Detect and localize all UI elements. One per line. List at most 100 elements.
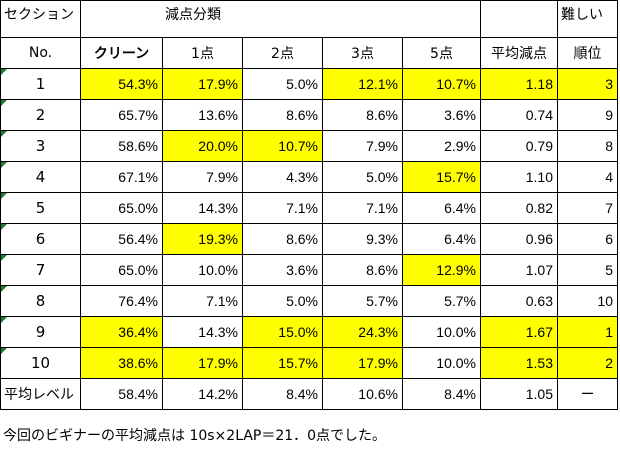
cell-p1: 20.0% — [162, 130, 243, 162]
cell-p3: 8.6% — [322, 99, 403, 131]
p2-header: 2点 — [242, 37, 323, 69]
header-blank-cell — [402, 0, 481, 38]
cell-clean: 65.7% — [80, 99, 163, 131]
cell-avg: 0.82 — [480, 192, 558, 224]
clean-header: クリーン — [80, 37, 163, 69]
footer-note: 今回のビギナーの平均減点は 10s×2LAP＝21．0点でした。 — [3, 428, 387, 444]
cell-avg: 1.10 — [480, 161, 558, 193]
group-header: 減点分類 — [162, 0, 323, 38]
cell-clean: 58.6% — [80, 130, 163, 162]
cell-comment-marker-icon — [1, 317, 7, 323]
table-row: 9 36.4% 14.3% 15.0% 24.3% 10.0% 1.67 1 — [0, 316, 618, 348]
cell-p3: 24.3% — [322, 316, 403, 348]
header-blank-cell — [480, 0, 558, 38]
cell-p3: 8.6% — [322, 254, 403, 286]
cell-rank: 8 — [557, 130, 618, 162]
cell-p5: 3.6% — [402, 99, 481, 131]
cell-clean: 65.0% — [80, 254, 163, 286]
no-header: No. — [0, 37, 81, 69]
row-number-label: 7 — [35, 261, 46, 279]
p1-header: 1点 — [162, 37, 243, 69]
row-number-label: 5 — [35, 199, 46, 217]
cell-p5: 10.0% — [402, 316, 481, 348]
cell-clean: 65.0% — [80, 192, 163, 224]
cell-p2: 3.6% — [242, 254, 323, 286]
row-number-label: 10 — [30, 354, 51, 372]
cell-p1: 14.3% — [162, 192, 243, 224]
cell-p1: 17.9% — [162, 347, 243, 379]
cell-avg: 0.96 — [480, 223, 558, 255]
cell-p5: 10.0% — [402, 347, 481, 379]
row-number: 8 — [0, 285, 81, 317]
cell-comment-marker-icon — [1, 131, 7, 137]
row-number: 9 — [0, 316, 81, 348]
row-number-label: 3 — [35, 137, 46, 155]
difficulty-header: 難しい — [557, 0, 618, 38]
section-header-label: セクション — [4, 7, 74, 23]
header-blank-cell — [322, 0, 403, 38]
section-header: セクション — [0, 0, 81, 38]
cell-rank: 2 — [557, 347, 618, 379]
cell-p5: 6.4% — [402, 223, 481, 255]
average-p2: 8.4% — [242, 378, 323, 410]
row-number: 1 — [0, 68, 81, 100]
cell-p2: 8.6% — [242, 223, 323, 255]
cell-p2: 4.3% — [242, 161, 323, 193]
cell-comment-marker-icon — [1, 255, 7, 261]
avg-header: 平均減点 — [480, 37, 558, 69]
table-row: 7 65.0% 10.0% 3.6% 8.6% 12.9% 1.07 5 — [0, 254, 618, 286]
cell-clean: 54.3% — [80, 68, 163, 100]
cell-clean: 38.6% — [80, 347, 163, 379]
cell-comment-marker-icon — [1, 69, 7, 75]
cell-avg: 1.07 — [480, 254, 558, 286]
cell-comment-marker-icon — [1, 286, 7, 292]
cell-comment-marker-icon — [1, 100, 7, 106]
row-number: 3 — [0, 130, 81, 162]
table-body: 1 54.3% 17.9% 5.0% 12.1% 10.7% 1.18 3 2 65.7% 13.6… — [0, 68, 618, 379]
results-table: セクション 減点分類 難しい No. クリーン 1点 2点 3点 5点 平均減点… — [0, 0, 618, 410]
cell-p1: 7.1% — [162, 285, 243, 317]
average-p1: 14.2% — [162, 378, 243, 410]
cell-clean: 67.1% — [80, 161, 163, 193]
cell-p2: 15.0% — [242, 316, 323, 348]
cell-p3: 7.9% — [322, 130, 403, 162]
row-number: 7 — [0, 254, 81, 286]
average-avg: 1.05 — [480, 378, 558, 410]
row-number: 10 — [0, 347, 81, 379]
row-number: 5 — [0, 192, 81, 224]
table-row: 6 56.4% 19.3% 8.6% 9.3% 6.4% 0.96 6 — [0, 223, 618, 255]
cell-comment-marker-icon — [1, 224, 7, 230]
cell-rank: 3 — [557, 68, 618, 100]
cell-p5: 6.4% — [402, 192, 481, 224]
cell-p1: 19.3% — [162, 223, 243, 255]
cell-p3: 12.1% — [322, 68, 403, 100]
table-row: 8 76.4% 7.1% 5.0% 5.7% 5.7% 0.63 10 — [0, 285, 618, 317]
group-header-label: 減点分類 — [165, 7, 221, 23]
p5-header: 5点 — [402, 37, 481, 69]
cell-rank: 4 — [557, 161, 618, 193]
cell-p3: 9.3% — [322, 223, 403, 255]
cell-p3: 7.1% — [322, 192, 403, 224]
header-row-1: セクション 減点分類 難しい — [0, 0, 618, 38]
table-row: 4 67.1% 7.9% 4.3% 5.0% 15.7% 1.10 4 — [0, 161, 618, 193]
row-number-label: 8 — [35, 292, 46, 310]
cell-avg: 0.74 — [480, 99, 558, 131]
cell-p3: 17.9% — [322, 347, 403, 379]
average-clean: 58.4% — [80, 378, 163, 410]
row-number: 6 — [0, 223, 81, 255]
rank-header: 順位 — [557, 37, 618, 69]
cell-p2: 15.7% — [242, 347, 323, 379]
cell-p2: 10.7% — [242, 130, 323, 162]
row-number-label: 9 — [35, 323, 46, 341]
cell-comment-marker-icon — [1, 348, 7, 354]
average-row: 平均レベル 58.4% 14.2% 8.4% 10.6% 8.4% 1.05 ー — [0, 378, 618, 410]
row-number-label: 1 — [35, 75, 46, 93]
table-row: 1 54.3% 17.9% 5.0% 12.1% 10.7% 1.18 3 — [0, 68, 618, 100]
row-number-label: 2 — [35, 106, 46, 124]
cell-p3: 5.7% — [322, 285, 403, 317]
average-label: 平均レベル — [0, 378, 81, 410]
cell-comment-marker-icon — [1, 193, 7, 199]
average-rank: ー — [557, 378, 618, 410]
row-number: 2 — [0, 99, 81, 131]
cell-avg: 1.18 — [480, 68, 558, 100]
